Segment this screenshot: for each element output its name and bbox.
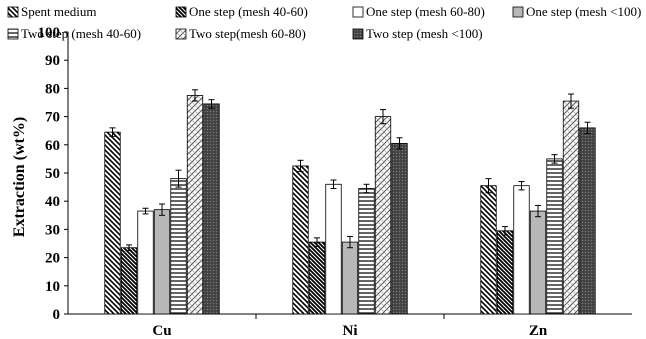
x-category-label: Ni <box>343 323 358 339</box>
x-category-label: Cu <box>152 323 171 339</box>
legend-label-1: Spent medium <box>21 4 96 19</box>
bar-zn-series-1 <box>480 185 497 315</box>
y-tick-label: 0 <box>53 307 61 323</box>
bar-zn-series-3 <box>513 185 530 315</box>
legend-swatch-4 <box>512 6 524 18</box>
bar-zn-series-2 <box>496 230 514 315</box>
legend: Spent medium One step (mesh 40-60) One ste… <box>7 4 641 41</box>
y-tick-label: 70 <box>45 110 60 126</box>
legend-label-4: One step (mesh <100) <box>526 4 641 19</box>
legend-label-6: Two step(mesh 60-80) <box>189 26 306 41</box>
legend-swatch-3 <box>352 6 364 18</box>
bar-zn-series-6 <box>562 100 580 315</box>
legend-swatch-6 <box>175 28 187 40</box>
bar-ni-series-5 <box>358 188 375 315</box>
y-tick-label: 90 <box>45 53 60 69</box>
bar-zn-series-4 <box>529 210 547 315</box>
legend-label-3: One step (mesh 60-80) <box>366 4 485 19</box>
bar-cu-series-3 <box>137 210 154 315</box>
y-tick-label: 50 <box>45 166 60 182</box>
y-axis-title: Extraction (wt%) <box>11 117 28 237</box>
legend-label-7: Two step (mesh <100) <box>366 26 483 41</box>
y-tick-label: 40 <box>45 194 60 210</box>
legend-swatch-7 <box>352 28 364 40</box>
bar-cu-series-1 <box>104 131 121 315</box>
y-tick-label: 20 <box>45 251 60 267</box>
bar-ni-series-4 <box>341 241 359 315</box>
bar-cu-series-7 <box>203 103 220 315</box>
y-tick-label: 60 <box>45 138 60 154</box>
x-category-label: Zn <box>529 323 548 339</box>
y-tick-label: 100 <box>38 25 61 41</box>
bar-zn-series-7 <box>579 127 596 315</box>
y-tick-label: 10 <box>45 279 60 295</box>
bars <box>104 89 596 315</box>
bar-zn-series-5 <box>546 158 563 315</box>
bar-cu-series-2 <box>120 247 138 315</box>
bar-ni-series-1 <box>292 165 309 315</box>
legend-swatch-5 <box>7 28 19 40</box>
bar-cu-series-6 <box>186 95 204 315</box>
legend-swatch-1 <box>7 6 19 18</box>
y-tick-label: 30 <box>45 222 60 238</box>
bar-cu-series-5 <box>170 178 187 315</box>
legend-swatch-2 <box>175 6 187 18</box>
y-tick-label: 80 <box>45 81 60 97</box>
legend-label-5: Two step (mesh 40-60) <box>21 26 141 41</box>
bar-ni-series-7 <box>391 142 408 315</box>
bar-ni-series-3 <box>325 183 342 315</box>
legend-label-2: One step (mesh 40-60) <box>189 4 308 19</box>
labels: 0 10 20 30 40 50 60 70 80 90 100 Extraction (wt%) Cu… <box>11 25 548 339</box>
bar-ni-series-2 <box>308 241 326 315</box>
bar-cu-series-4 <box>153 209 171 315</box>
bar-ni-series-6 <box>374 116 392 315</box>
